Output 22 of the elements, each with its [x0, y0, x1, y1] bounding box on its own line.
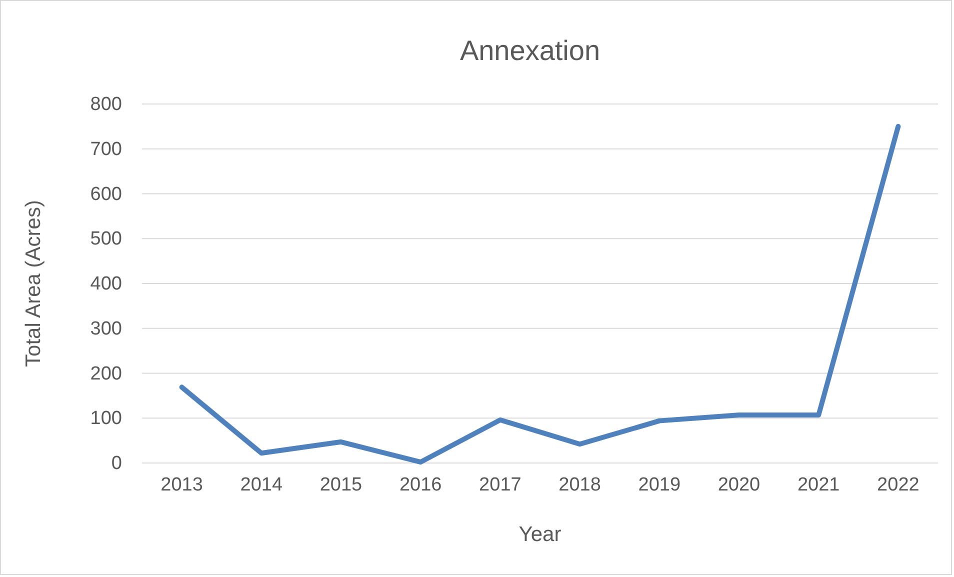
y-axis-title: Total Area (Acres) [22, 200, 45, 367]
y-tick-label: 400 [90, 274, 122, 295]
y-tick-label: 600 [90, 184, 122, 205]
y-tick-label: 100 [90, 408, 122, 430]
x-tick-label: 2018 [558, 474, 601, 496]
x-axis-title: Year [518, 523, 562, 546]
y-tick-label: 0 [111, 453, 122, 474]
x-tick-label: 2021 [797, 474, 840, 496]
y-tick-label: 300 [90, 318, 122, 340]
y-tick-label: 500 [90, 228, 122, 250]
chart-title: Annexation [460, 35, 600, 66]
x-tick-label: 2014 [240, 474, 283, 496]
x-tick-label: 2013 [160, 474, 203, 496]
x-tick-label: 2020 [718, 474, 760, 496]
x-tick-label: 2019 [638, 474, 681, 496]
x-tick-label: 2022 [877, 474, 920, 496]
x-tick-label: 2015 [320, 474, 362, 496]
y-tick-label: 700 [90, 138, 122, 160]
x-tick-label: 2016 [399, 474, 442, 496]
y-tick-label: 200 [90, 363, 122, 384]
y-tick-label: 800 [90, 94, 122, 116]
x-tick-label: 2017 [479, 474, 522, 496]
